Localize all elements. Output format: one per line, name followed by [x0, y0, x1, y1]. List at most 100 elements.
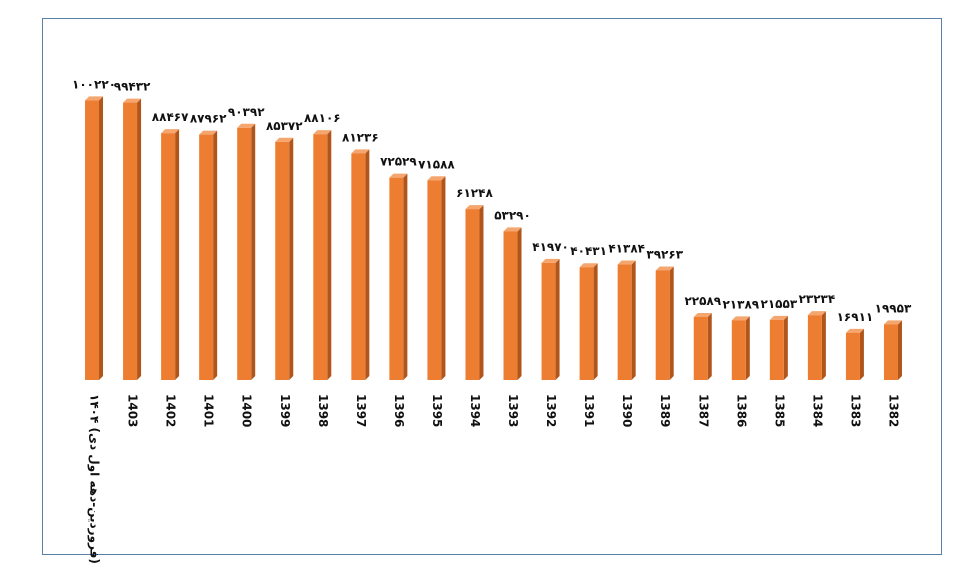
bar-top: [731, 316, 750, 321]
bar-side: [593, 263, 598, 380]
data-label: ۵۳۲۹۰: [494, 208, 531, 222]
bar-side: [745, 316, 750, 380]
bar-top: [883, 320, 902, 325]
bar: [123, 102, 138, 380]
bar-side: [99, 96, 104, 380]
bar: [199, 134, 214, 380]
bar-top: [123, 98, 142, 103]
bar: [351, 153, 366, 380]
bar: [693, 316, 708, 380]
bar-side: [213, 130, 218, 380]
bar-side: [669, 266, 674, 380]
bar-top: [199, 130, 218, 135]
x-tick-label: 1384: [810, 394, 824, 427]
data-label: ۶۱۲۴۸: [456, 186, 493, 200]
x-tick-label: 1395: [430, 394, 444, 427]
data-label: ۸۸۴۶۷: [152, 110, 189, 124]
bar: [769, 319, 784, 380]
bar: [503, 231, 518, 380]
bar-top: [845, 328, 864, 333]
bar-side: [175, 129, 180, 380]
bar-top: [313, 130, 332, 135]
bar-top: [275, 137, 294, 142]
x-tick-label: 1402: [164, 394, 178, 427]
bar-side: [251, 123, 256, 380]
bar-side: [365, 149, 370, 380]
bar-top: [503, 227, 522, 232]
data-label: ۸۵۳۷۲: [266, 119, 303, 133]
data-label: ۲۲۵۸۹: [684, 294, 721, 308]
bar-top: [351, 149, 370, 154]
bar: [883, 324, 898, 380]
x-tick-label: 1399: [278, 394, 292, 427]
bar: [655, 270, 670, 380]
data-label: ۸۷۹۶۲: [190, 112, 227, 126]
data-label: ۴۰۴۳۱: [570, 244, 607, 258]
x-tick-label: 1382: [886, 394, 900, 427]
x-tick-label: 1391: [582, 394, 596, 427]
bar-top: [389, 173, 408, 178]
bar-side: [821, 311, 826, 380]
x-tick-label: 1401: [202, 394, 216, 427]
bar-side: [327, 130, 332, 380]
data-label: ۳۹۲۶۳: [646, 247, 683, 261]
data-label: ۸۸۱۰۶: [304, 111, 341, 125]
bar: [85, 100, 100, 380]
bar: [579, 267, 594, 380]
bar-top: [541, 258, 560, 263]
data-label: ۷۱۵۸۸: [418, 157, 455, 171]
data-label: ۲۱۳۸۹: [722, 297, 759, 311]
bar-top: [161, 129, 180, 134]
bar-side: [137, 98, 142, 380]
bar-top: [655, 266, 674, 271]
bar-side: [555, 258, 560, 380]
bar-side: [289, 137, 294, 380]
bar-top: [693, 312, 712, 317]
bar: [313, 134, 328, 380]
bar: [275, 141, 290, 380]
bar-top: [769, 315, 788, 320]
bar-top: [465, 205, 484, 210]
data-label: ۹۰۳۹۲: [228, 105, 265, 119]
bar: [389, 177, 404, 380]
bar: [465, 209, 480, 380]
data-label: ۴۱۳۸۴: [608, 242, 645, 256]
bar: [427, 180, 442, 380]
bar: [161, 133, 176, 380]
data-label: ۱۰۰۲۲۰: [72, 77, 116, 91]
data-label: ۴۱۹۷۰: [532, 240, 569, 254]
x-tick-label: 1403: [126, 394, 140, 427]
x-tick-label: 1385: [772, 394, 786, 427]
bar: [807, 315, 822, 380]
x-tick-label: 1392: [544, 394, 558, 427]
x-tick-label: 1394: [468, 394, 482, 427]
bar-top: [579, 263, 598, 268]
x-tick-label: 1397: [354, 394, 368, 427]
bar: [541, 262, 556, 380]
bar: [237, 127, 252, 380]
x-tick-label: ۱۴۰۴ (فروردین-دهه اول دی): [87, 394, 102, 564]
x-tick-label: 1390: [620, 394, 634, 427]
data-label: ۹۹۴۳۲: [114, 80, 151, 94]
bar: [617, 264, 632, 380]
data-label: ۲۱۵۵۳: [761, 297, 798, 311]
x-tick-label: 1387: [696, 394, 710, 427]
x-tick-label: 1389: [658, 394, 672, 427]
bar-side: [859, 328, 864, 380]
bar-top: [807, 311, 826, 316]
data-label: ۱۶۹۱۱: [837, 310, 874, 324]
x-tick-label: 1383: [848, 394, 862, 427]
bar-side: [441, 176, 446, 380]
data-label: ۷۲۵۲۹: [380, 155, 417, 169]
bar-top: [617, 260, 636, 265]
x-tick-label: 1396: [392, 394, 406, 427]
bar: [731, 320, 746, 380]
bar-top: [237, 123, 256, 128]
bar-top: [427, 176, 446, 181]
x-tick-label: 1393: [506, 394, 520, 427]
bar-side: [479, 205, 484, 380]
bar-side: [517, 227, 522, 380]
data-label: ۸۱۲۳۶: [342, 130, 379, 144]
bar-side: [403, 173, 408, 380]
